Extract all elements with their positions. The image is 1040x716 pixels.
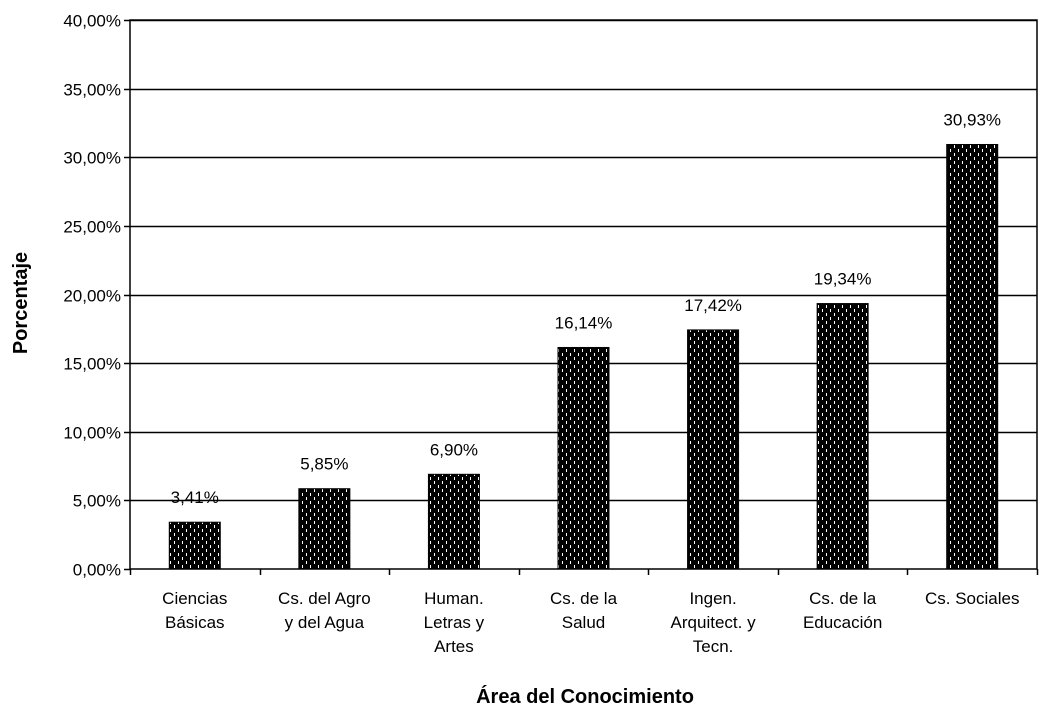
x-category-label: Básicas <box>165 613 225 632</box>
x-category-label: Tecn. <box>693 637 734 656</box>
data-label: 30,93% <box>943 110 1001 129</box>
x-category-label: Letras y <box>424 613 485 632</box>
bar <box>298 488 351 570</box>
y-tick-label: 0,00% <box>73 561 121 580</box>
y-tick-label: 35,00% <box>63 81 121 100</box>
bar <box>168 521 221 570</box>
x-category-label: Cs. de la <box>550 589 618 608</box>
x-category-label: Arquitect. y <box>671 613 757 632</box>
data-label: 5,85% <box>300 455 348 474</box>
y-tick-label: 30,00% <box>63 149 121 168</box>
x-category-label: Artes <box>434 637 474 656</box>
data-label: 17,42% <box>684 296 742 315</box>
y-tick-label: 5,00% <box>73 492 121 511</box>
bar <box>816 303 869 570</box>
x-category-label: y del Agua <box>285 613 365 632</box>
x-category-label: Ingen. <box>689 589 736 608</box>
x-category-label: Cs. del Agro <box>278 589 371 608</box>
data-label: 3,41% <box>171 488 219 507</box>
y-tick-label: 15,00% <box>63 355 121 374</box>
bar <box>427 473 480 570</box>
bar <box>946 143 999 570</box>
data-label: 19,34% <box>814 270 872 289</box>
x-category-label: Educación <box>803 613 882 632</box>
x-category-label: Cs. Sociales <box>925 589 1019 608</box>
bar <box>557 346 610 570</box>
x-category-label: Ciencias <box>162 589 227 608</box>
y-tick-label: 10,00% <box>63 424 121 443</box>
labels: 0,00% 5,00% 10,00% 15,00% 20,00% 25,00% 30,00%… <box>63 12 1019 657</box>
x-axis-title: Área del Conocimiento <box>476 685 694 708</box>
y-tick-label: 20,00% <box>63 287 121 306</box>
y-tick-label: 40,00% <box>63 12 121 31</box>
y-axis-title: Porcentaje <box>10 252 32 354</box>
x-category-label: Salud <box>562 613 605 632</box>
y-tick-label: 25,00% <box>63 218 121 237</box>
data-label: 6,90% <box>430 440 478 459</box>
data-label: 16,14% <box>555 313 613 332</box>
x-category-label: Human. <box>424 589 484 608</box>
bar <box>687 329 740 570</box>
x-category-label: Cs. de la <box>809 589 877 608</box>
bars <box>168 143 999 570</box>
